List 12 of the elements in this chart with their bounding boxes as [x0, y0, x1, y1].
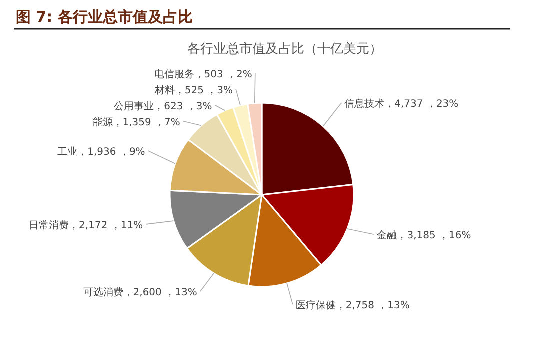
slice-label: 日常消费，2,172 ，11% [29, 219, 144, 232]
slice-label: 能源，1,359 ，7% [92, 116, 180, 128]
slice-label: 材料，525 ，3% [154, 84, 234, 96]
slice-label: 电信服务，503 ，2% [154, 68, 252, 80]
slice-label: 信息技术，4,737 ，23% [344, 98, 459, 110]
slice-label: 工业，1,936 ，9% [58, 146, 146, 158]
chart-subtitle: 各行业总市值及占比（十亿美元） [188, 41, 382, 57]
slice-label: 医疗保健，2,758 ，13% [296, 300, 410, 312]
chart-title: 图 7: 各行业总市值及占比 [16, 8, 193, 26]
slice-label: 可选消费，2,600 ，13% [83, 286, 198, 299]
slice-label: 公用事业，623 ，3% [114, 100, 212, 112]
slice-label: 金融，3,185 ，16% [377, 230, 472, 242]
